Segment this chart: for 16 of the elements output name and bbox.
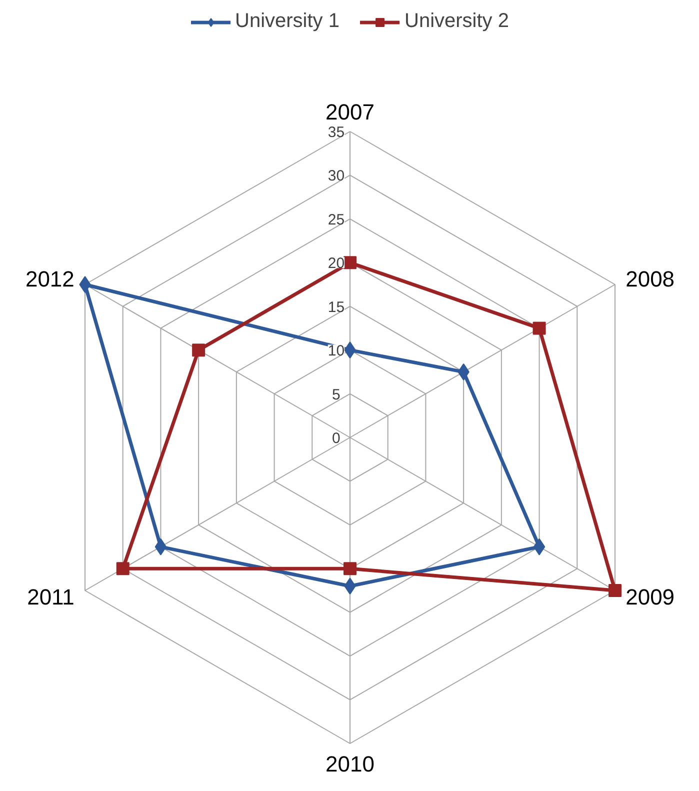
y-tick-label: 35 bbox=[328, 124, 345, 141]
y-tick-label: 15 bbox=[328, 298, 345, 316]
spoke-label: 2012 bbox=[25, 266, 74, 292]
y-tick-label: 10 bbox=[328, 342, 345, 360]
spoke-label: 2008 bbox=[626, 266, 675, 292]
y-tick-label: 30 bbox=[328, 168, 345, 185]
y-tick-label: 20 bbox=[328, 255, 345, 272]
spoke-label: 2007 bbox=[326, 99, 374, 124]
y-tick-label: 5 bbox=[332, 386, 340, 404]
y-tick-label: 25 bbox=[328, 211, 345, 228]
spoke-label: 2011 bbox=[27, 584, 74, 610]
spoke-label: 2009 bbox=[626, 584, 675, 610]
spoke-label: 2010 bbox=[326, 752, 374, 777]
y-tick-label: 0 bbox=[332, 430, 340, 447]
legend-label: University 1 bbox=[235, 10, 340, 33]
legend-label: University 2 bbox=[404, 10, 509, 33]
